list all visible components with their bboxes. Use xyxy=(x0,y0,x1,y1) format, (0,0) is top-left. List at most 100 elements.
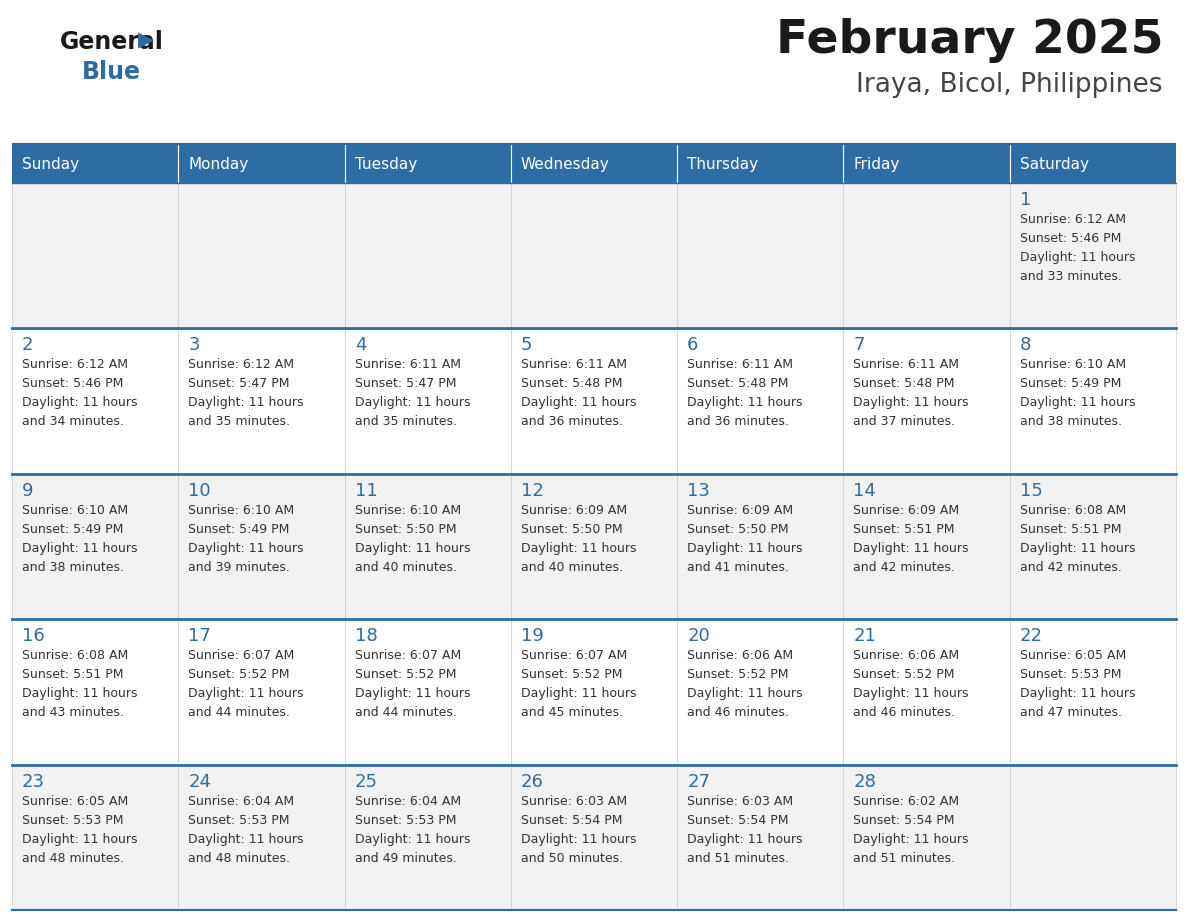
Text: and 36 minutes.: and 36 minutes. xyxy=(520,416,623,429)
Text: and 50 minutes.: and 50 minutes. xyxy=(520,852,623,865)
Bar xyxy=(843,145,1010,183)
Text: 23: 23 xyxy=(23,773,45,790)
Text: Sunrise: 6:11 AM: Sunrise: 6:11 AM xyxy=(354,358,461,372)
Text: and 38 minutes.: and 38 minutes. xyxy=(23,561,124,574)
Text: 8: 8 xyxy=(1019,336,1031,354)
Text: 14: 14 xyxy=(853,482,877,499)
Bar xyxy=(843,474,1010,620)
Bar xyxy=(178,620,345,765)
Text: and 44 minutes.: and 44 minutes. xyxy=(354,706,456,719)
Bar xyxy=(12,620,178,765)
Bar xyxy=(511,145,677,183)
Text: 25: 25 xyxy=(354,773,378,790)
Bar xyxy=(345,145,511,183)
Text: Sunrise: 6:05 AM: Sunrise: 6:05 AM xyxy=(1019,649,1126,662)
Bar xyxy=(345,474,511,620)
Text: Sunrise: 6:12 AM: Sunrise: 6:12 AM xyxy=(188,358,295,372)
Bar xyxy=(1010,329,1176,474)
Text: Daylight: 11 hours: Daylight: 11 hours xyxy=(687,397,803,409)
Text: Daylight: 11 hours: Daylight: 11 hours xyxy=(1019,251,1136,264)
Text: and 42 minutes.: and 42 minutes. xyxy=(853,561,955,574)
Text: 2: 2 xyxy=(23,336,33,354)
Text: and 33 minutes.: and 33 minutes. xyxy=(1019,270,1121,283)
Text: and 51 minutes.: and 51 minutes. xyxy=(853,852,955,865)
Text: Daylight: 11 hours: Daylight: 11 hours xyxy=(354,542,470,554)
Bar xyxy=(178,474,345,620)
Text: Sunrise: 6:10 AM: Sunrise: 6:10 AM xyxy=(188,504,295,517)
Bar xyxy=(1010,145,1176,183)
Text: Daylight: 11 hours: Daylight: 11 hours xyxy=(23,397,138,409)
Text: and 40 minutes.: and 40 minutes. xyxy=(520,561,623,574)
Text: 24: 24 xyxy=(188,773,211,790)
Text: Sunrise: 6:08 AM: Sunrise: 6:08 AM xyxy=(23,649,128,662)
Bar xyxy=(345,765,511,910)
Text: Sunset: 5:48 PM: Sunset: 5:48 PM xyxy=(853,377,955,390)
Text: 13: 13 xyxy=(687,482,710,499)
Text: Sunset: 5:54 PM: Sunset: 5:54 PM xyxy=(687,813,789,826)
Bar xyxy=(843,765,1010,910)
Text: Sunset: 5:53 PM: Sunset: 5:53 PM xyxy=(188,813,290,826)
Text: Sunset: 5:51 PM: Sunset: 5:51 PM xyxy=(853,522,955,536)
Text: Sunset: 5:54 PM: Sunset: 5:54 PM xyxy=(853,813,955,826)
Text: Sunrise: 6:02 AM: Sunrise: 6:02 AM xyxy=(853,795,960,808)
Text: Sunset: 5:49 PM: Sunset: 5:49 PM xyxy=(1019,377,1121,390)
Text: Daylight: 11 hours: Daylight: 11 hours xyxy=(520,833,637,845)
Text: Sunrise: 6:04 AM: Sunrise: 6:04 AM xyxy=(188,795,295,808)
Text: Monday: Monday xyxy=(188,156,248,172)
Text: Friday: Friday xyxy=(853,156,899,172)
Text: Sunset: 5:47 PM: Sunset: 5:47 PM xyxy=(188,377,290,390)
Text: 5: 5 xyxy=(520,336,532,354)
Text: Sunset: 5:51 PM: Sunset: 5:51 PM xyxy=(23,668,124,681)
Text: 10: 10 xyxy=(188,482,211,499)
Bar xyxy=(12,474,178,620)
Text: and 46 minutes.: and 46 minutes. xyxy=(853,706,955,719)
Text: Sunset: 5:52 PM: Sunset: 5:52 PM xyxy=(687,668,789,681)
Text: and 47 minutes.: and 47 minutes. xyxy=(1019,706,1121,719)
Text: Blue: Blue xyxy=(82,60,141,84)
Text: Daylight: 11 hours: Daylight: 11 hours xyxy=(853,833,969,845)
Bar xyxy=(1010,620,1176,765)
Text: Daylight: 11 hours: Daylight: 11 hours xyxy=(23,542,138,554)
Text: Daylight: 11 hours: Daylight: 11 hours xyxy=(354,397,470,409)
Text: Sunset: 5:47 PM: Sunset: 5:47 PM xyxy=(354,377,456,390)
Text: Sunset: 5:49 PM: Sunset: 5:49 PM xyxy=(23,522,124,536)
Text: Daylight: 11 hours: Daylight: 11 hours xyxy=(188,397,304,409)
Bar xyxy=(178,145,345,183)
Bar xyxy=(511,474,677,620)
Text: and 41 minutes.: and 41 minutes. xyxy=(687,561,789,574)
Text: 4: 4 xyxy=(354,336,366,354)
Bar xyxy=(677,183,843,329)
Text: and 38 minutes.: and 38 minutes. xyxy=(1019,416,1121,429)
Text: General: General xyxy=(61,30,164,54)
Text: 9: 9 xyxy=(23,482,33,499)
Text: Daylight: 11 hours: Daylight: 11 hours xyxy=(1019,397,1136,409)
Text: 28: 28 xyxy=(853,773,877,790)
Text: Sunrise: 6:09 AM: Sunrise: 6:09 AM xyxy=(687,504,794,517)
Text: Daylight: 11 hours: Daylight: 11 hours xyxy=(520,542,637,554)
Bar xyxy=(843,329,1010,474)
Text: and 51 minutes.: and 51 minutes. xyxy=(687,852,789,865)
Text: Sunrise: 6:09 AM: Sunrise: 6:09 AM xyxy=(853,504,960,517)
Text: Daylight: 11 hours: Daylight: 11 hours xyxy=(23,833,138,845)
Text: Sunrise: 6:06 AM: Sunrise: 6:06 AM xyxy=(687,649,794,662)
Bar xyxy=(677,620,843,765)
Text: ▶: ▶ xyxy=(138,30,154,50)
Text: Sunset: 5:53 PM: Sunset: 5:53 PM xyxy=(23,813,124,826)
Text: Daylight: 11 hours: Daylight: 11 hours xyxy=(520,397,637,409)
Bar xyxy=(345,183,511,329)
Text: Sunset: 5:50 PM: Sunset: 5:50 PM xyxy=(687,522,789,536)
Text: and 49 minutes.: and 49 minutes. xyxy=(354,852,456,865)
Bar xyxy=(1010,183,1176,329)
Text: Sunset: 5:49 PM: Sunset: 5:49 PM xyxy=(188,522,290,536)
Text: Daylight: 11 hours: Daylight: 11 hours xyxy=(687,542,803,554)
Text: and 42 minutes.: and 42 minutes. xyxy=(1019,561,1121,574)
Text: Daylight: 11 hours: Daylight: 11 hours xyxy=(520,688,637,700)
Bar xyxy=(345,620,511,765)
Text: 22: 22 xyxy=(1019,627,1043,645)
Text: Iraya, Bicol, Philippines: Iraya, Bicol, Philippines xyxy=(857,72,1163,98)
Text: Daylight: 11 hours: Daylight: 11 hours xyxy=(188,688,304,700)
Text: Sunrise: 6:11 AM: Sunrise: 6:11 AM xyxy=(520,358,627,372)
Text: Sunset: 5:51 PM: Sunset: 5:51 PM xyxy=(1019,522,1121,536)
Text: Daylight: 11 hours: Daylight: 11 hours xyxy=(853,688,969,700)
Text: Sunset: 5:52 PM: Sunset: 5:52 PM xyxy=(354,668,456,681)
